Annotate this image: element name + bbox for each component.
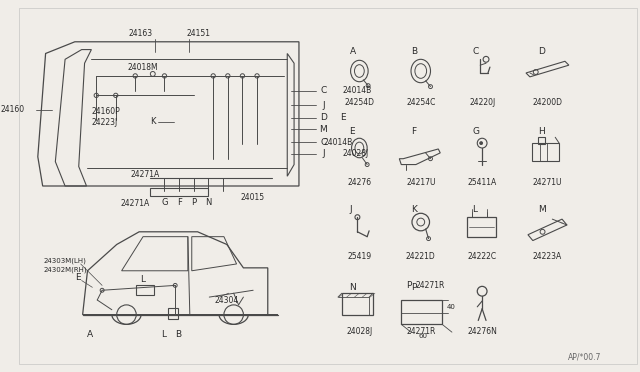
Text: A: A	[87, 330, 93, 339]
Text: 24220J: 24220J	[469, 98, 495, 107]
Bar	[401, 300, 442, 324]
Text: M: M	[319, 125, 327, 134]
Text: 24254C: 24254C	[406, 98, 435, 107]
Text: 40: 40	[447, 304, 456, 310]
Text: E: E	[349, 127, 355, 136]
Bar	[532, 143, 559, 161]
Text: J: J	[322, 100, 324, 110]
Text: 24223J: 24223J	[92, 118, 118, 127]
Text: F: F	[411, 127, 416, 136]
Bar	[168, 308, 178, 320]
Text: F: F	[177, 198, 182, 207]
Text: B: B	[411, 47, 417, 56]
Text: 24160P: 24160P	[92, 108, 120, 116]
Text: K: K	[411, 205, 417, 214]
Text: 24028J: 24028J	[346, 327, 372, 336]
Text: D: D	[320, 113, 327, 122]
Text: J: J	[322, 149, 324, 158]
Text: N: N	[349, 283, 356, 292]
Text: 24221D: 24221D	[406, 252, 436, 261]
Text: G: G	[472, 127, 479, 136]
Text: 24271A: 24271A	[120, 199, 150, 208]
Bar	[136, 285, 154, 295]
Text: 60: 60	[418, 333, 428, 339]
Text: P: P	[191, 198, 196, 207]
Bar	[150, 188, 209, 196]
Text: 24151: 24151	[187, 29, 211, 38]
Text: M: M	[538, 205, 545, 214]
Bar	[538, 137, 545, 144]
Text: 24222C: 24222C	[468, 252, 497, 261]
Text: 25411A: 25411A	[467, 177, 497, 187]
Bar	[467, 217, 496, 237]
Text: K: K	[150, 117, 156, 126]
Text: 24276N: 24276N	[467, 327, 497, 336]
Text: L: L	[161, 330, 166, 339]
Text: 24223A: 24223A	[533, 252, 562, 261]
Text: 24303M(LH): 24303M(LH)	[44, 258, 86, 264]
Text: 24028J: 24028J	[343, 149, 369, 158]
Text: 24254D: 24254D	[344, 98, 374, 107]
Text: AP/*00.7: AP/*00.7	[568, 353, 601, 362]
Text: H: H	[538, 127, 545, 136]
Text: B: B	[175, 330, 181, 339]
Text: E: E	[75, 273, 81, 282]
Text: 24271A: 24271A	[131, 170, 159, 179]
Text: G: G	[161, 198, 168, 207]
Text: 24302M(RH): 24302M(RH)	[44, 267, 87, 273]
Text: 24163: 24163	[128, 29, 152, 38]
Text: A: A	[349, 47, 356, 56]
Text: 24304: 24304	[214, 295, 239, 305]
Text: L: L	[141, 275, 145, 284]
Text: 24015: 24015	[240, 193, 264, 202]
Text: 24271U: 24271U	[532, 177, 562, 187]
Text: 24276: 24276	[348, 177, 371, 187]
Text: 24018M: 24018M	[128, 62, 158, 72]
Text: 24014B: 24014B	[323, 138, 353, 147]
Bar	[342, 293, 373, 315]
Text: 24160: 24160	[0, 106, 24, 115]
Text: J: J	[349, 205, 352, 214]
Text: E: E	[340, 113, 346, 122]
Circle shape	[480, 142, 483, 145]
Text: 24217U: 24217U	[406, 177, 435, 187]
Text: 24014B: 24014B	[343, 86, 372, 95]
Text: L: L	[472, 205, 477, 214]
Text: N: N	[205, 198, 211, 207]
Text: P: P	[406, 281, 412, 290]
Text: 24200D: 24200D	[532, 98, 563, 107]
Text: C: C	[320, 138, 326, 147]
Text: C: C	[320, 86, 326, 95]
Text: 25419: 25419	[348, 252, 371, 261]
Text: C: C	[472, 47, 479, 56]
Text: P: P	[411, 283, 417, 292]
Text: 24271R: 24271R	[406, 327, 435, 336]
Text: 24271R: 24271R	[416, 281, 445, 290]
Text: D: D	[538, 47, 545, 56]
